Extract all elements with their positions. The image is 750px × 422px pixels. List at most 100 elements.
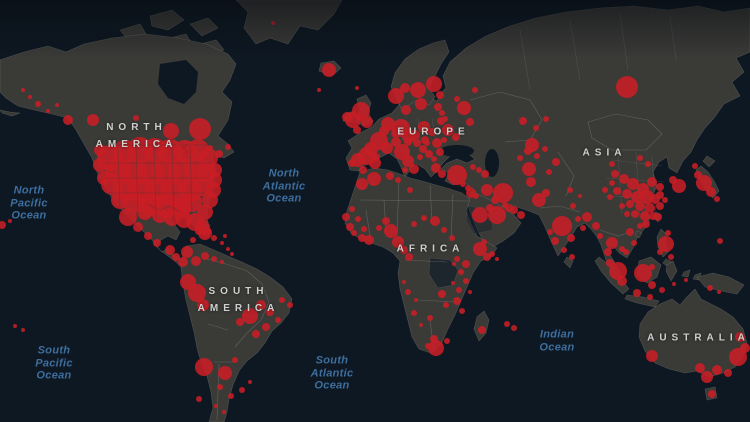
case-marker[interactable]	[543, 116, 549, 122]
case-marker[interactable]	[547, 229, 553, 235]
case-marker[interactable]	[430, 216, 440, 226]
case-marker[interactable]	[459, 308, 465, 314]
case-marker[interactable]	[214, 404, 218, 408]
case-marker[interactable]	[13, 324, 17, 328]
case-marker[interactable]	[317, 88, 321, 92]
case-marker[interactable]	[640, 211, 650, 221]
case-marker[interactable]	[609, 161, 615, 167]
case-marker[interactable]	[740, 343, 750, 353]
case-marker[interactable]	[181, 246, 193, 258]
case-marker[interactable]	[532, 193, 546, 207]
case-marker[interactable]	[582, 212, 592, 222]
case-marker[interactable]	[87, 114, 99, 126]
case-marker[interactable]	[275, 317, 281, 323]
case-marker[interactable]	[239, 387, 245, 393]
case-marker[interactable]	[447, 165, 467, 185]
case-marker[interactable]	[735, 332, 745, 342]
case-marker[interactable]	[21, 88, 25, 92]
case-marker[interactable]	[616, 76, 638, 98]
case-marker[interactable]	[684, 278, 688, 282]
case-marker[interactable]	[236, 318, 244, 326]
case-marker[interactable]	[637, 223, 643, 229]
case-marker[interactable]	[546, 169, 552, 175]
case-marker[interactable]	[472, 87, 478, 93]
case-marker[interactable]	[570, 203, 576, 209]
case-marker[interactable]	[631, 240, 637, 246]
case-marker[interactable]	[717, 290, 721, 294]
case-marker[interactable]	[462, 260, 470, 268]
case-marker[interactable]	[646, 350, 658, 362]
case-marker[interactable]	[552, 158, 560, 166]
case-marker[interactable]	[28, 95, 32, 99]
case-marker[interactable]	[692, 163, 698, 169]
case-marker[interactable]	[456, 287, 462, 293]
case-marker[interactable]	[410, 82, 426, 98]
case-marker[interactable]	[35, 101, 41, 107]
case-marker[interactable]	[522, 162, 536, 176]
case-marker[interactable]	[97, 171, 111, 185]
case-marker[interactable]	[510, 206, 518, 214]
case-marker[interactable]	[353, 126, 361, 134]
case-marker[interactable]	[351, 230, 357, 236]
case-marker[interactable]	[631, 210, 639, 218]
case-marker[interactable]	[476, 167, 482, 173]
case-marker[interactable]	[438, 290, 446, 298]
case-marker[interactable]	[152, 207, 168, 223]
case-marker[interactable]	[388, 88, 404, 104]
case-marker[interactable]	[137, 204, 153, 220]
case-marker[interactable]	[94, 144, 106, 156]
case-marker[interactable]	[622, 189, 632, 199]
case-marker[interactable]	[468, 290, 472, 294]
case-marker[interactable]	[0, 221, 6, 229]
case-marker[interactable]	[369, 157, 381, 169]
case-marker[interactable]	[656, 183, 664, 191]
case-marker[interactable]	[473, 193, 479, 199]
case-marker[interactable]	[401, 105, 411, 115]
case-marker[interactable]	[645, 203, 655, 213]
case-marker[interactable]	[153, 239, 161, 247]
case-marker[interactable]	[517, 155, 523, 161]
case-marker[interactable]	[271, 21, 275, 25]
case-marker[interactable]	[413, 139, 421, 147]
case-marker[interactable]	[707, 285, 713, 291]
case-marker[interactable]	[696, 175, 712, 191]
case-marker[interactable]	[524, 147, 532, 155]
case-marker[interactable]	[708, 390, 716, 398]
case-marker[interactable]	[381, 142, 393, 154]
case-marker[interactable]	[190, 237, 196, 243]
case-marker[interactable]	[133, 115, 139, 121]
case-marker[interactable]	[392, 236, 404, 248]
case-marker[interactable]	[411, 310, 417, 316]
case-marker[interactable]	[349, 206, 355, 212]
case-marker[interactable]	[208, 163, 222, 177]
case-marker[interactable]	[46, 109, 50, 113]
case-marker[interactable]	[491, 196, 499, 204]
case-marker[interactable]	[405, 289, 411, 295]
case-marker[interactable]	[195, 358, 213, 376]
case-marker[interactable]	[409, 164, 419, 174]
case-marker[interactable]	[607, 194, 613, 200]
case-marker[interactable]	[454, 256, 460, 262]
case-marker[interactable]	[466, 118, 474, 126]
case-marker[interactable]	[322, 63, 336, 77]
case-marker[interactable]	[414, 298, 418, 302]
case-marker[interactable]	[470, 164, 476, 170]
case-marker[interactable]	[232, 357, 238, 363]
case-marker[interactable]	[631, 191, 643, 203]
case-marker[interactable]	[355, 216, 361, 222]
case-marker[interactable]	[391, 128, 401, 138]
case-marker[interactable]	[504, 321, 510, 327]
case-marker[interactable]	[402, 167, 408, 173]
case-marker[interactable]	[262, 323, 270, 331]
case-marker[interactable]	[606, 259, 614, 267]
case-marker[interactable]	[665, 230, 671, 236]
case-marker[interactable]	[197, 204, 213, 220]
case-marker[interactable]	[645, 161, 651, 167]
case-marker[interactable]	[189, 118, 211, 140]
case-marker[interactable]	[391, 137, 401, 147]
case-marker[interactable]	[287, 302, 293, 308]
case-marker[interactable]	[178, 257, 188, 267]
case-marker[interactable]	[207, 145, 213, 151]
case-marker[interactable]	[218, 366, 232, 380]
case-marker[interactable]	[578, 194, 582, 198]
